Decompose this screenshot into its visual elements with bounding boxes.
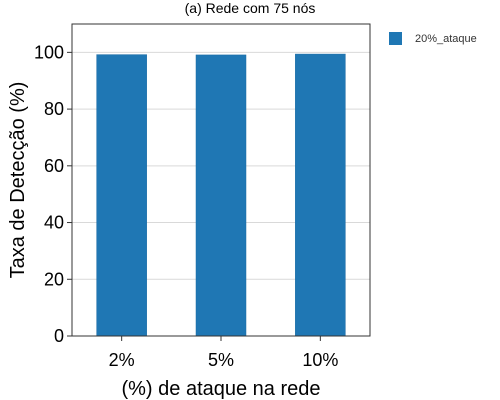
y-tick-label: 100 [34, 42, 64, 62]
x-tick-label: 5% [208, 350, 234, 370]
chart-title: (a) Rede com 75 nós [185, 0, 316, 16]
legend: 20%_ataque [389, 32, 477, 45]
bars [96, 53, 346, 337]
bar [96, 54, 147, 337]
x-tick-label: 2% [109, 350, 135, 370]
bar [295, 53, 346, 337]
y-tick-label: 60 [44, 156, 64, 176]
legend-label: 20%_ataque [415, 32, 477, 45]
y-axis-label: Taxa de Detecção (%) [7, 82, 29, 279]
y-axis-ticks: 0 20 40 60 80 100 [34, 42, 72, 346]
y-tick-label: 0 [54, 326, 64, 346]
x-tick-label: 10% [302, 350, 338, 370]
x-axis-label: (%) de ataque na rede [121, 378, 320, 400]
x-axis-ticks: 2% 5% 10% [109, 336, 338, 370]
bar [195, 54, 247, 337]
y-tick-label: 20 [44, 269, 64, 289]
y-tick-label: 40 [44, 213, 64, 233]
y-tick-label: 80 [44, 99, 64, 119]
legend-swatch [389, 32, 402, 45]
